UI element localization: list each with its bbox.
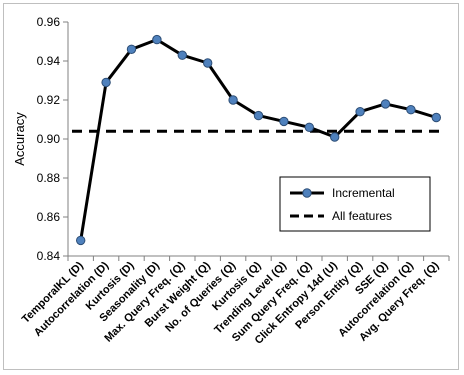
legend-label-incremental: Incremental [332,186,395,200]
data-point-incremental [101,77,111,88]
chart-frame: 0.84 0.86 0.88 0.90 0.92 0.94 0.96 TemporalKL … [3,3,459,370]
legend-label-all-features: All features [332,209,392,223]
data-point-incremental [203,58,213,68]
data-point-incremental [355,107,365,117]
y-tick-label: 0.88 [37,171,61,185]
series-layer [72,34,445,246]
data-point-incremental [76,235,86,246]
data-point-incremental [279,116,289,127]
data-point-incremental [330,132,340,142]
x-axis: TemporalKL (D)Autocorrelation (D)Kurtosi… [20,255,450,347]
data-point-incremental [304,122,314,133]
legend: Incremental All features [279,176,431,232]
data-point-incremental [253,110,264,121]
y-tick-label: 0.92 [37,93,61,107]
data-point-incremental [228,95,238,105]
data-point-incremental [406,105,416,115]
data-point-incremental [380,99,391,109]
data-point-incremental [177,50,188,60]
y-tick-label: 0.84 [37,249,61,263]
data-point-incremental [431,112,441,123]
y-tick-label: 0.86 [37,210,61,224]
y-tick-label: 0.90 [37,132,61,146]
y-tick-label: 0.94 [37,54,61,68]
legend-marker-incremental [302,188,312,198]
data-point-incremental [126,44,137,54]
legend-box [279,176,431,232]
y-tick-label: 0.96 [37,15,61,29]
y-axis: 0.84 0.86 0.88 0.90 0.92 0.94 0.96 [37,15,69,263]
accuracy-line-chart: 0.84 0.86 0.88 0.90 0.92 0.94 0.96 TemporalKL … [12,15,450,347]
y-axis-title: Accuracy [12,112,27,166]
data-point-incremental [152,34,162,45]
